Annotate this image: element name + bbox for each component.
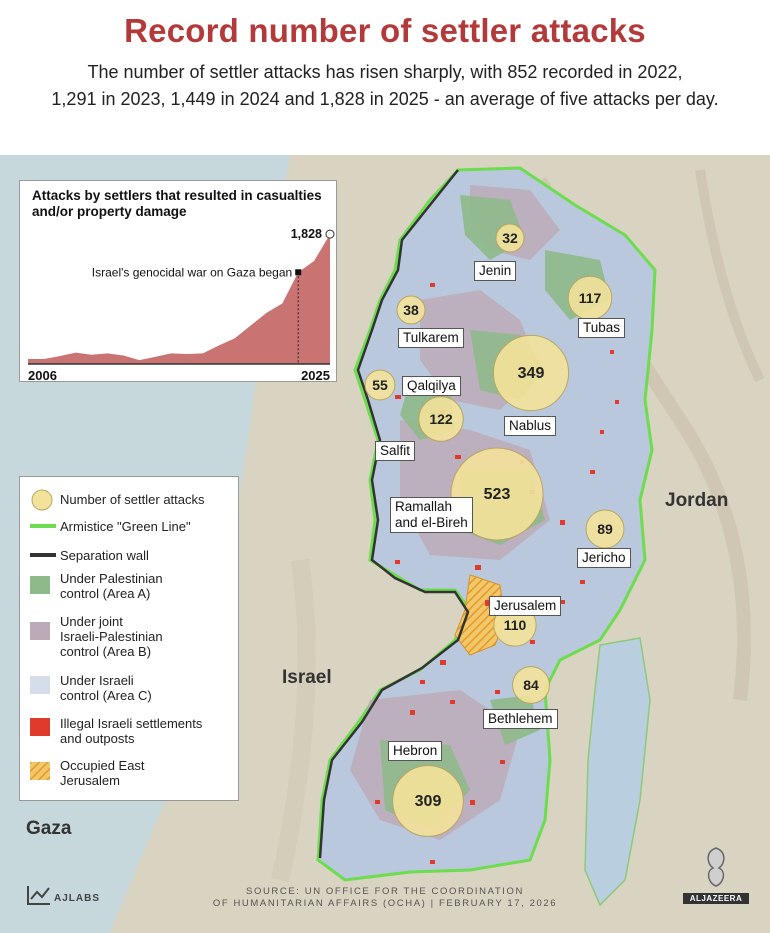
legend-area-c-swatch: [30, 676, 50, 694]
terrain-ridge: [695, 169, 765, 383]
legend-wall-swatch: [30, 553, 56, 557]
attack-circle: [396, 295, 426, 325]
legend-settlements-line-2: and outposts: [60, 731, 135, 746]
legend-area-a-label: Under Palestinian control (Area A): [60, 571, 238, 601]
legend-green-line-swatch: [30, 524, 56, 528]
attack-circle: [364, 369, 396, 401]
inset-chart: Israel's genocidal war on Gaza began 1,82…: [28, 227, 335, 381]
label-ramallah-line-1: Ramallah: [395, 499, 453, 514]
label-tulkarem: Tulkarem: [398, 328, 464, 348]
legend-area-b-label: Under joint Israeli-Palestinian control …: [60, 614, 238, 659]
legend-settlements-label: Illegal Israeli settlements and outposts: [60, 716, 238, 746]
country-jordan: Jordan: [665, 490, 729, 511]
dead-sea: [584, 637, 651, 907]
legend-settlements-line-1: Illegal Israeli settlements: [60, 716, 203, 731]
label-hebron: Hebron: [388, 741, 443, 761]
legend-area-c-line-2: control (Area C): [60, 688, 152, 703]
war-marker-point: [295, 269, 302, 276]
label-ramallah: Ramallah and el-Bireh: [390, 497, 473, 533]
legend-east-jerusalem-label: Occupied East Jerusalem: [60, 758, 238, 788]
attack-circle: [492, 334, 570, 412]
attack-circle: [418, 396, 464, 442]
x-tick-label: 2025: [301, 368, 330, 381]
legend-area-c-line-1: Under Israeli: [60, 673, 134, 688]
attack-count-label: 122: [429, 411, 453, 427]
country-israel: Israel: [282, 667, 332, 688]
label-tubas: Tubas: [578, 318, 626, 338]
source-line-1: SOURCE: UN OFFICE FOR THE COORDINATION: [246, 886, 524, 897]
end-value-marker: [325, 229, 335, 239]
legend: Number of settler attacks Armistice "Gre…: [19, 476, 239, 801]
ajlabs-brand: AJLABS: [54, 893, 101, 904]
source-note: SOURCE: UN OFFICE FOR THE COORDINATION O…: [180, 886, 590, 910]
attack-count-label: 84: [523, 677, 539, 693]
end-value-label: 1,828: [291, 227, 322, 241]
legend-area-a-swatch: [30, 576, 50, 594]
attack-count-label: 523: [484, 486, 511, 503]
legend-area-c-label: Under Israeli control (Area C): [60, 673, 238, 703]
subtitle-line-1: The number of settler attacks has risen …: [87, 62, 683, 82]
attack-count-label: 38: [403, 302, 419, 318]
attack-circle: [392, 765, 464, 837]
legend-attack-swatch: [31, 489, 53, 511]
attack-count-label: 32: [502, 230, 518, 246]
attack-circle: [512, 666, 550, 704]
label-salfit: Salfit: [375, 441, 416, 461]
label-qalqilya: Qalqilya: [402, 376, 461, 396]
label-jenin: Jenin: [474, 261, 517, 281]
page-title: Record number of settler attacks: [124, 12, 646, 49]
legend-area-b-line-3: control (Area B): [60, 644, 152, 659]
label-jerusalem: Jerusalem: [489, 596, 562, 616]
east-jerusalem: [454, 574, 506, 656]
attack-circle: [495, 223, 525, 253]
inset-chart-panel: Attacks by settlers that resulted in cas…: [19, 180, 337, 382]
x-tick-label: 2006: [28, 368, 57, 381]
legend-attacks-label: Number of settler attacks: [60, 492, 205, 507]
terrain-ridge: [271, 558, 316, 882]
separation-wall: [318, 169, 470, 859]
legend-settlements-swatch: [30, 718, 50, 736]
label-nablus: Nablus: [504, 416, 557, 436]
legend-east-jerusalem-line-2: Jerusalem: [60, 773, 120, 788]
legend-area-b-line-1: Under joint: [60, 614, 123, 629]
attack-count-label: 117: [579, 290, 602, 306]
country-gaza: Gaza: [26, 818, 72, 839]
subtitle-line-2: 1,291 in 2023, 1,449 in 2024 and 1,828 i…: [51, 89, 719, 109]
inset-chart-title: Attacks by settlers that resulted in cas…: [32, 188, 322, 219]
legend-area-a-line-2: control (Area A): [60, 586, 151, 601]
label-ramallah-line-2: and el-Bireh: [395, 515, 468, 530]
label-jericho: Jericho: [577, 548, 631, 568]
source-line-2: OF HUMANITARIAN AFFAIRS (OCHA) | FEBRUAR…: [212, 898, 558, 909]
legend-east-jerusalem-line-1: Occupied East: [60, 758, 145, 773]
attack-count-label: 349: [518, 365, 545, 382]
legend-green-line-label: Armistice "Green Line": [60, 519, 191, 534]
ajlabs-chart-icon: [27, 886, 50, 905]
attack-count-label: 110: [504, 617, 527, 633]
attack-count-label: 309: [415, 793, 442, 810]
attack-count-label: 55: [372, 377, 388, 393]
legend-east-jerusalem-swatch: [30, 762, 50, 780]
legend-area-b-line-2: Israeli-Palestinian: [60, 629, 163, 644]
legend-area-b-swatch: [30, 622, 50, 640]
attack-circle: [450, 447, 544, 541]
legend-area-a-line-1: Under Palestinian: [60, 571, 163, 586]
attack-circle: [585, 509, 625, 549]
aljazeera-logo-icon: [707, 847, 725, 887]
attacks-area: [28, 234, 330, 364]
aljazeera-wordmark: ALJAZEERA: [683, 893, 749, 904]
attack-count-label: 89: [597, 521, 613, 537]
war-annotation: Israel's genocidal war on Gaza began: [92, 265, 292, 279]
legend-wall-label: Separation wall: [60, 548, 149, 563]
label-bethlehem: Bethlehem: [483, 709, 558, 729]
